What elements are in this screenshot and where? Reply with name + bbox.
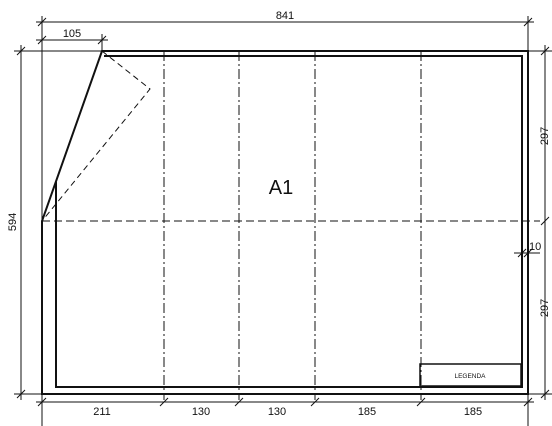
folded-flap-outline [41,50,151,222]
dimension-fold-width: 105 [36,28,108,51]
dimension-margin: 10 [514,241,541,258]
legend-label: LEGENDA [454,373,486,380]
dimension-label: 185 [358,406,376,418]
dimension-label: 297 [539,299,551,317]
dimension-label: 130 [268,406,286,418]
dimension-total-width: 841 [36,10,534,221]
sheet-format-label: A1 [269,177,293,199]
dimension-label: 211 [93,406,111,418]
dimension-label: 130 [192,406,210,418]
inner-frame [55,55,523,388]
dimension-total-height: 594 [7,45,102,400]
dimension-label: 10 [529,241,541,253]
dimension-label: 297 [539,127,551,145]
legend-box [419,363,522,387]
sheet-outline [41,50,529,395]
dimension-right-heights: 297 297 [528,45,552,400]
dimension-label: 105 [63,28,81,40]
dimension-label: 841 [276,10,294,22]
dimension-label: 594 [7,213,19,231]
dimension-label: 185 [464,406,482,418]
dimension-bottom-chain: 211 130 130 185 185 [36,394,534,426]
